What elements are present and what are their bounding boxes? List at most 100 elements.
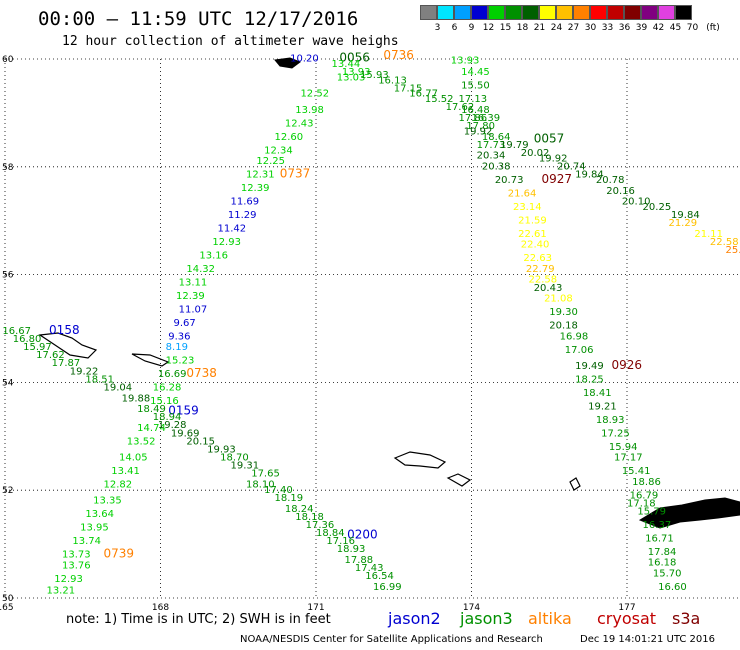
wave-height-value: 17.86: [459, 113, 488, 124]
wave-height-value: 17.43: [355, 563, 384, 574]
scale-label: 3: [434, 23, 441, 33]
lon-tick-label: 177: [618, 603, 635, 613]
wave-height-value: 9.67: [173, 318, 195, 329]
scale-label: 12: [482, 23, 495, 33]
scale-label: 6: [451, 23, 458, 33]
wave-height-value: 11.42: [218, 223, 247, 234]
wave-height-value: 11.69: [230, 197, 259, 208]
wave-height-value: 16.13: [378, 75, 407, 86]
wave-height-value: 13.95: [80, 523, 109, 534]
wave-height-value: 16.71: [645, 533, 674, 544]
wave-height-value: 16.48: [461, 105, 490, 116]
wave-height-value: 19.88: [122, 393, 151, 404]
wave-height-value: 13.21: [46, 586, 75, 597]
wave-height-value: 22.63: [523, 253, 552, 264]
wave-height-value: 13.11: [179, 277, 208, 288]
wave-height-value: 13.64: [85, 509, 114, 520]
wave-height-value: 17.84: [648, 547, 677, 558]
wave-height-value: 12.93: [212, 237, 241, 248]
wave-height-value: 13.73: [62, 550, 91, 561]
scale-swatch: [675, 5, 692, 20]
units-note: note: 1) Time is in UTC; 2) SWH is in fe…: [66, 612, 331, 627]
pass-time-label: 0739: [103, 547, 134, 561]
wave-height-value: 12.82: [103, 480, 132, 491]
wave-height-value: 19.21: [588, 401, 617, 412]
wave-height-value: 12.31: [246, 170, 275, 181]
wave-height-value: 16.69: [158, 369, 187, 380]
wave-height-value: 20.18: [549, 321, 578, 332]
wave-height-value: 16.99: [373, 582, 402, 593]
wave-height-value: 19.79: [500, 140, 529, 151]
lat-tick-label: 58: [2, 163, 14, 173]
wave-height-value: 15.93: [360, 70, 389, 81]
lon-tick-label: 168: [152, 603, 169, 613]
wave-height-value: 22.40: [521, 240, 550, 251]
wave-height-value: 19.92: [539, 153, 568, 164]
wave-height-value: 18.10: [246, 480, 275, 491]
wave-height-value: 11.29: [228, 210, 257, 221]
wave-height-value: 17.40: [264, 485, 293, 496]
wave-height-value: 17.73: [477, 140, 506, 151]
wave-height-value: 20.43: [534, 283, 563, 294]
scale-label: 21: [533, 23, 546, 33]
wave-height-value: 17.15: [394, 83, 423, 94]
scale-label: 39: [635, 23, 648, 33]
scale-label: 9: [468, 23, 475, 33]
wave-height-value: 19.30: [549, 307, 578, 318]
scale-swatch: [573, 5, 590, 20]
wave-height-value: 20.02: [521, 148, 550, 159]
pass-time-label: 0736: [383, 48, 414, 62]
wave-height-value: 21.64: [508, 188, 537, 199]
landmasses: [38, 57, 740, 529]
wave-height-value: 19.49: [575, 361, 604, 372]
wave-height-value: 16.18: [648, 558, 677, 569]
wave-height-value: 18.41: [583, 388, 612, 399]
wave-height-value: 13.52: [127, 436, 156, 447]
coast-north: [274, 57, 302, 69]
wave-height-value: 19.84: [671, 210, 700, 221]
alaska-peninsula: [638, 497, 740, 529]
wave-height-value: 13.93: [451, 55, 480, 66]
island-east: [569, 477, 581, 491]
footer-timestamp: Dec 19 14:01:21 UTC 2016: [580, 634, 715, 645]
wave-height-value: 12.25: [256, 156, 285, 167]
wave-height-value: 13.98: [295, 105, 324, 116]
scale-label: 45: [669, 23, 682, 33]
wave-height-value: 10.20: [290, 54, 319, 65]
wave-height-value: 18.93: [596, 415, 625, 426]
wave-height-value: 16.77: [409, 89, 438, 100]
wave-height-value: 17.80: [466, 121, 495, 132]
wave-height-value: 13.76: [62, 560, 91, 571]
lon-tick-label: 165: [0, 603, 14, 613]
pass-time-label: 0200: [347, 528, 378, 542]
wave-height-value: 20.16: [606, 186, 635, 197]
scale-swatch: [539, 5, 556, 20]
wave-height-value: 17.65: [251, 469, 280, 480]
wave-height-value: 25.10: [725, 245, 740, 256]
wave-height-value: 16.79: [630, 490, 659, 501]
wave-height-value: 15.52: [425, 94, 454, 105]
wave-height-value: 22.79: [526, 264, 555, 275]
wave-height-value: 18.19: [275, 493, 304, 504]
wave-height-value: 13.74: [72, 536, 101, 547]
footer-credit: NOAA/NESDIS Center for Satellite Applica…: [240, 634, 543, 645]
wave-height-value: 16.60: [658, 582, 687, 593]
pass-time-label: 0158: [49, 323, 80, 337]
wave-height-value: 12.52: [300, 89, 329, 100]
wave-height-value: 18.94: [153, 412, 182, 423]
wave-height-value: 20.25: [643, 202, 672, 213]
wave-height-value: 19.93: [207, 444, 236, 455]
wave-height-value: 18.49: [137, 404, 166, 415]
wave-height-value: 22.58: [529, 275, 558, 286]
wave-height-value: 18.25: [575, 374, 604, 385]
wave-height-value: 13.41: [111, 466, 140, 477]
scale-swatch: [624, 5, 641, 20]
scale-swatch: [556, 5, 573, 20]
wave-height-value: 17.18: [627, 498, 656, 509]
wave-height-value: 19.31: [230, 461, 259, 472]
map-title: 00:00 – 11:59 UTC 12/17/2016: [38, 8, 359, 30]
wave-height-value: 16.39: [472, 113, 501, 124]
satellite-altika: altika: [528, 609, 572, 628]
wave-height-value: 20.38: [482, 161, 511, 172]
